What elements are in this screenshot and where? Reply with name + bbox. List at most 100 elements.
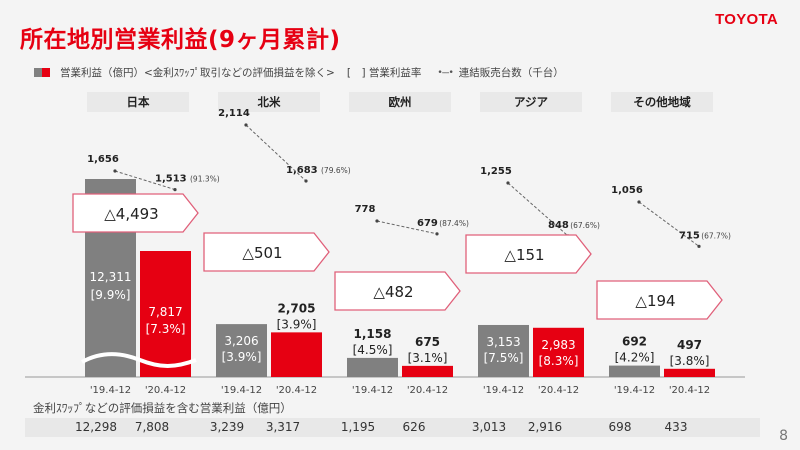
change-label: △501 — [242, 244, 282, 262]
x-tick-label-current: '20.4-12 — [538, 385, 579, 396]
footer-value: 1,195 — [340, 420, 376, 434]
sales-point-prior — [375, 219, 379, 223]
footer-value: 7,808 — [134, 420, 170, 434]
margin-label-current: [8.3%] — [539, 354, 579, 368]
value-label-prior: 3,206 — [224, 334, 258, 348]
sales-point-current — [304, 179, 308, 183]
sales-line-4 — [638, 201, 700, 247]
value-label-prior: 1,158 — [354, 327, 392, 341]
footer-value: 12,298 — [75, 420, 117, 434]
axis-break-wave — [81, 352, 197, 368]
sales-label-current: 848 — [548, 220, 569, 231]
footer-value: 3,013 — [471, 420, 507, 434]
footer-value: 2,916 — [527, 420, 563, 434]
region-header-europe: 欧州 — [349, 92, 451, 112]
change-arrow-box — [596, 280, 723, 320]
change-label: △482 — [373, 283, 413, 301]
value-label-prior: 3,153 — [486, 335, 520, 349]
sales-line-3 — [507, 182, 569, 237]
margin-label-current: [3.8%] — [670, 354, 710, 368]
x-tick-label-current: '20.4-12 — [276, 385, 317, 396]
sales-ratio-label: (67.7%) — [701, 231, 731, 240]
sales-point-prior — [637, 200, 641, 204]
change-arrow-box — [465, 234, 592, 274]
footer-label: 金利ｽﾜｯﾌﾟなどの評価損益を含む営業利益（億円） — [33, 401, 292, 415]
footer-value: 433 — [664, 420, 688, 434]
bar-current-4 — [664, 368, 715, 377]
margin-label-prior: [4.5%] — [353, 343, 393, 357]
margin-label-current: [7.3%] — [146, 322, 186, 336]
margin-label-current: [3.9%] — [277, 317, 317, 331]
change-label: △4,493 — [104, 205, 158, 223]
change-label: △194 — [635, 292, 675, 310]
sales-label-current: 679 — [417, 218, 438, 229]
sales-point-prior — [244, 123, 248, 127]
legend: 営業利益（億円）<金利ｽﾜｯﾌﾟ取引などの評価損益を除く> [ ] 営業利益率 … — [34, 65, 564, 80]
sales-line-1 — [245, 124, 307, 182]
sales-point-prior — [113, 169, 117, 173]
sales-point-current — [435, 232, 439, 236]
sales-ratio-label: (87.4%) — [439, 219, 469, 228]
x-tick-label-prior: '19.4-12 — [352, 385, 393, 396]
x-tick-label-current: '20.4-12 — [669, 385, 710, 396]
legend-line-symbol: •---• — [437, 67, 453, 78]
sales-point-current — [697, 244, 701, 248]
sales-line-0 — [114, 170, 176, 191]
change-arrow-box — [203, 232, 330, 272]
sales-ratio-label: (79.6%) — [321, 166, 351, 175]
x-tick-label-current: '20.4-12 — [407, 385, 448, 396]
bar-current-1 — [271, 332, 322, 377]
sales-label-prior: 1,056 — [611, 185, 643, 196]
x-tick-label-current: '20.4-12 — [145, 385, 186, 396]
legend-swatch-current — [42, 68, 50, 77]
footer-value: 3,317 — [265, 420, 301, 434]
sales-label-prior: 778 — [355, 204, 376, 215]
margin-label-current: [3.1%] — [408, 351, 448, 365]
region-header-asia: アジア — [480, 92, 582, 112]
value-label-current: 2,983 — [541, 338, 575, 352]
bar-prior-1 — [216, 324, 267, 377]
change-arrow-box — [334, 271, 461, 311]
legend-line-label: 連結販売台数（千台） — [458, 67, 564, 79]
region-header-other: その他地域 — [611, 92, 713, 112]
sales-label-prior: 1,656 — [87, 154, 119, 165]
sales-label-current: 1,513 — [155, 174, 187, 185]
x-tick-label-prior: '19.4-12 — [221, 385, 262, 396]
sales-label-current: 715 — [679, 230, 700, 241]
sales-point-current — [173, 187, 177, 192]
margin-label-prior: [7.5%] — [484, 351, 524, 365]
bar-current-3 — [533, 327, 584, 377]
region-header-north-america: 北米 — [218, 92, 320, 112]
bar-current-0 — [140, 251, 191, 377]
change-label: △151 — [504, 246, 544, 264]
footer-value: 698 — [608, 420, 632, 434]
legend-swatch-prior — [34, 68, 42, 77]
legend-bar-label: 営業利益（億円）<金利ｽﾜｯﾌﾟ取引などの評価損益を除く> — [60, 67, 335, 79]
region-header-japan: 日本 — [87, 92, 189, 112]
sales-ratio-label: (91.3%) — [190, 175, 220, 184]
value-label-current: 7,817 — [148, 305, 182, 319]
x-tick-label-prior: '19.4-12 — [90, 385, 131, 396]
page-title: 所在地別営業利益(9ヶ月累計) — [20, 27, 341, 53]
x-tick-label-prior: '19.4-12 — [483, 385, 524, 396]
toyota-logo: TOYOTA — [715, 11, 778, 28]
legend-rate-label: [ ] 営業利益率 — [346, 67, 422, 79]
margin-label-prior: [3.9%] — [222, 350, 262, 364]
page-number: 8 — [779, 428, 788, 444]
x-tick-label-prior: '19.4-12 — [614, 385, 655, 396]
footer-value: 626 — [402, 420, 426, 434]
sales-line-2 — [376, 220, 438, 235]
sales-label-prior: 2,114 — [218, 108, 250, 119]
value-label-prior: 12,311 — [90, 270, 132, 284]
bar-prior-2 — [347, 357, 398, 377]
sales-point-prior — [506, 181, 510, 185]
margin-label-prior: [4.2%] — [615, 351, 655, 365]
change-arrow-box — [72, 193, 199, 233]
sales-label-current: 1,683 — [286, 165, 318, 176]
footer-value: 3,239 — [209, 420, 245, 434]
bar-prior-3 — [478, 324, 529, 377]
value-label-prior: 692 — [622, 335, 647, 349]
value-label-current: 497 — [677, 338, 702, 352]
footer-row — [25, 418, 760, 437]
